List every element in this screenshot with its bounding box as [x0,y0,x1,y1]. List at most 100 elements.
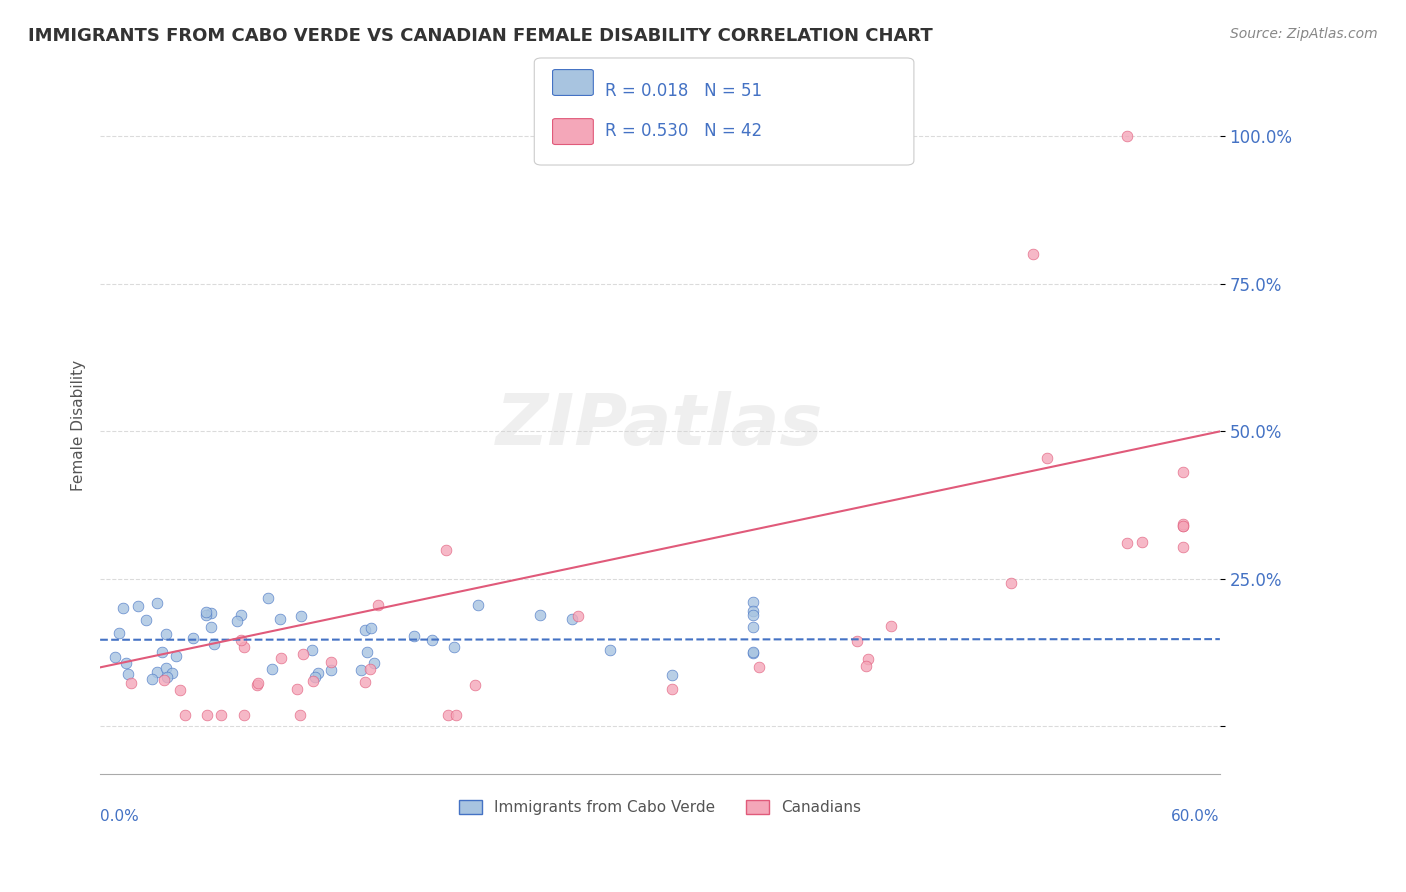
Point [301,642,323,657]
Point [1115,129,1137,144]
Text: ZIPatlas: ZIPatlas [496,391,824,460]
Point [111,600,134,615]
Point [165,648,187,663]
Point [353,675,375,690]
Point [202,637,225,651]
Point [856,652,879,666]
Point [1036,451,1059,466]
Point [200,606,222,620]
Point [742,608,765,623]
Point [742,647,765,661]
Point [233,640,256,655]
Point [402,629,425,643]
Point [269,612,291,626]
Point [1171,519,1194,533]
Point [599,642,621,657]
Point [200,619,222,633]
Point [846,634,869,648]
Point [561,612,583,626]
Point [194,608,217,623]
Text: 0.0%: 0.0% [100,809,139,824]
Point [174,707,197,722]
Point [160,666,183,681]
Point [467,599,489,613]
Legend: Immigrants from Cabo Verde, Canadians: Immigrants from Cabo Verde, Canadians [453,794,868,822]
Point [661,682,683,697]
Point [1171,519,1194,533]
Point [270,650,292,665]
Point [146,596,169,610]
Text: R = 0.018   N = 51: R = 0.018 N = 51 [605,82,762,100]
Point [1130,535,1153,549]
Point [120,675,142,690]
Text: 60.0%: 60.0% [1171,809,1220,824]
Point [1116,536,1139,550]
Point [108,625,131,640]
Point [350,663,373,677]
Point [420,633,443,648]
Point [209,707,232,722]
Point [146,665,169,679]
Point [195,707,218,722]
Point [307,665,329,680]
Point [363,656,385,670]
Point [354,623,377,637]
Point [437,707,460,722]
Point [127,599,149,613]
Point [169,683,191,698]
Point [226,614,249,628]
Point [359,662,381,676]
Point [304,670,326,684]
Point [356,645,378,659]
Point [319,663,342,677]
Text: R = 0.530   N = 42: R = 0.530 N = 42 [605,122,762,140]
Point [245,678,267,692]
Point [748,660,770,674]
Point [444,707,467,722]
Point [150,645,173,659]
Point [742,645,765,659]
Point [1000,576,1022,591]
Point [464,678,486,692]
Point [115,656,138,670]
Point [567,608,589,623]
Point [195,605,218,619]
Point [285,682,308,697]
Point [256,591,278,605]
Point [181,632,204,646]
Point [742,594,765,608]
Point [229,633,252,648]
Point [156,669,179,683]
Point [1022,247,1045,261]
Point [367,598,389,612]
Point [153,673,176,687]
Point [1171,541,1194,555]
Point [229,608,252,623]
Point [319,655,342,669]
Point [443,640,465,654]
Point [855,659,877,673]
Point [117,667,139,681]
Point [742,619,765,633]
Point [141,672,163,686]
Point [434,543,457,558]
Point [529,608,551,623]
Text: Source: ZipAtlas.com: Source: ZipAtlas.com [1230,27,1378,41]
Point [301,673,323,688]
Point [135,613,157,627]
Point [233,707,256,722]
Text: IMMIGRANTS FROM CABO VERDE VS CANADIAN FEMALE DISABILITY CORRELATION CHART: IMMIGRANTS FROM CABO VERDE VS CANADIAN F… [28,27,932,45]
Point [661,668,683,682]
Point [742,604,765,618]
Point [155,660,177,674]
Y-axis label: Female Disability: Female Disability [72,360,86,491]
Point [155,627,177,641]
Point [104,649,127,664]
Point [288,707,311,722]
Point [1171,517,1194,532]
Point [880,619,903,633]
Point [291,647,314,661]
Point [360,621,382,635]
Point [247,675,270,690]
Point [290,609,312,624]
